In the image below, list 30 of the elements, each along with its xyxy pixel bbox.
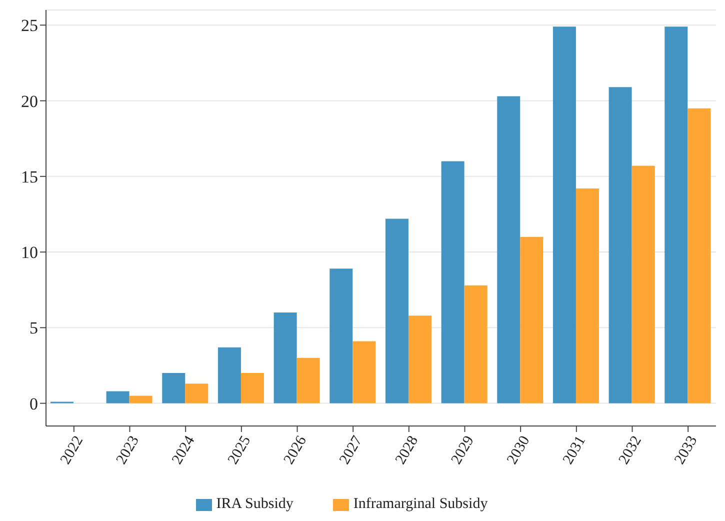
bar — [330, 268, 353, 404]
legend-label: Inframarginal Subsidy — [353, 496, 488, 512]
bar — [296, 358, 320, 404]
y-tick-label: 10 — [21, 243, 38, 262]
bar — [497, 96, 520, 404]
y-tick-label: 25 — [21, 16, 38, 36]
bar — [240, 373, 264, 404]
y-tick-label: 15 — [21, 167, 38, 186]
bar — [688, 108, 711, 404]
bar — [408, 316, 432, 404]
y-tick-label: 20 — [21, 92, 38, 111]
bar — [632, 166, 655, 404]
bar — [385, 218, 408, 404]
y-tick-label: 0 — [30, 394, 38, 414]
bar — [576, 188, 599, 404]
bar — [608, 87, 632, 404]
y-tick-label: 5 — [30, 318, 38, 338]
bar — [664, 26, 688, 404]
bar — [441, 161, 464, 404]
bar — [129, 396, 152, 404]
bar — [352, 341, 376, 404]
bar — [162, 373, 186, 404]
bar — [552, 26, 576, 404]
bar — [106, 391, 130, 404]
bar — [185, 384, 208, 404]
bar — [520, 236, 544, 404]
legend-label: IRA Subsidy — [216, 496, 294, 512]
bar — [274, 312, 297, 404]
bar — [218, 347, 241, 404]
bar — [464, 285, 488, 404]
